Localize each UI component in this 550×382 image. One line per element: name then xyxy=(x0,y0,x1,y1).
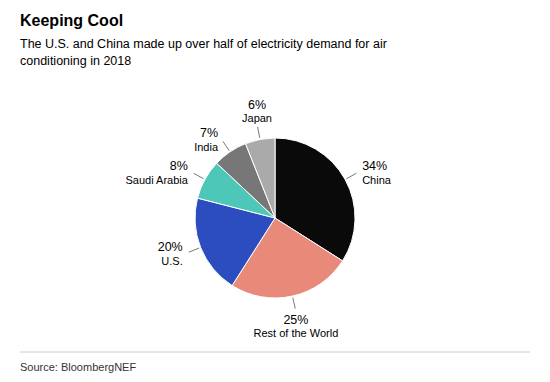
category-label: U.S. xyxy=(161,255,182,267)
leader-line xyxy=(258,127,260,138)
leader-line xyxy=(194,173,204,178)
labels: 34%China 25%Rest of the World 20%U.S. 8%Sau… xyxy=(125,98,391,339)
pie xyxy=(195,138,355,298)
chart: Keeping Cool The U.S. and China made up o… xyxy=(0,0,550,382)
separator xyxy=(20,352,530,353)
data-label: 34% xyxy=(362,159,387,173)
data-label: 7% xyxy=(200,126,218,140)
data-label: 6% xyxy=(248,98,266,112)
leader-line xyxy=(223,141,229,150)
title: Keeping Cool xyxy=(20,12,123,29)
background xyxy=(0,0,550,382)
slice xyxy=(246,138,275,218)
subtitle-line: The U.S. and China made up over half of … xyxy=(20,37,387,51)
leader-line xyxy=(347,173,357,178)
data-label: 25% xyxy=(283,313,308,327)
subtitle-line: conditioning in 2018 xyxy=(20,54,131,68)
source: Source: BloombergNEF xyxy=(20,361,136,373)
data-label: 20% xyxy=(158,240,183,254)
category-label: Japan xyxy=(242,112,272,124)
category-label: India xyxy=(194,141,219,153)
leader-line xyxy=(189,248,199,252)
data-label: 8% xyxy=(170,159,188,173)
leader-line xyxy=(293,298,295,309)
category-label: China xyxy=(362,174,392,186)
subtitle: The U.S. and China made up over half of … xyxy=(20,37,387,68)
category-label: Rest of the World xyxy=(254,327,339,339)
category-label: Saudi Arabia xyxy=(125,174,188,186)
